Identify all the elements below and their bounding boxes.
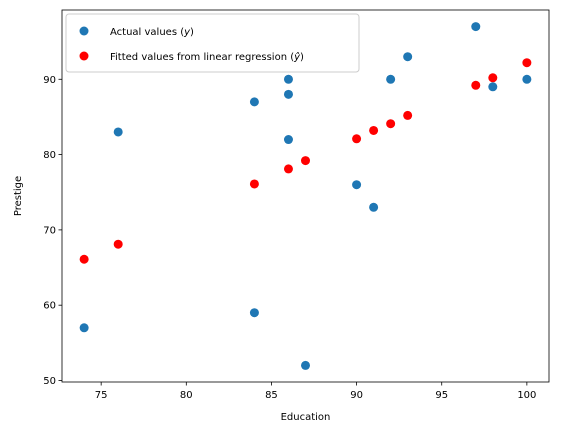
x-tick-label: 90 (350, 390, 363, 401)
actual-point (471, 22, 481, 32)
fitted-point (283, 164, 293, 174)
legend-marker-fitted (79, 51, 89, 61)
actual-point (301, 360, 310, 370)
x-axis-label: Education (281, 412, 331, 423)
data-points (79, 22, 532, 370)
y-axis: 50 60 70 80 90 (43, 75, 62, 387)
y-tick-label: 50 (43, 376, 56, 387)
legend-label-fitted-text: Fitted values from linear regression (110, 52, 287, 63)
y-axis-label: Prestige (13, 176, 24, 216)
y-tick-label: 80 (43, 150, 56, 161)
y-tick-label: 60 (43, 301, 56, 312)
y-tick-label: 70 (43, 225, 56, 236)
fitted-point (301, 156, 310, 166)
x-axis: 75 80 85 90 95 100 (95, 382, 536, 401)
x-tick-label: 85 (265, 390, 278, 401)
actual-point (249, 97, 259, 107)
fitted-point (249, 179, 259, 189)
fitted-point (386, 119, 396, 129)
actual-point (403, 52, 413, 62)
fitted-point (488, 73, 498, 83)
x-tick-label: 95 (435, 390, 448, 401)
legend-label-fitted-math: ŷ (293, 51, 301, 63)
actual-point (283, 74, 293, 84)
plot-frame (61, 9, 550, 383)
actual-point (488, 82, 498, 92)
legend-label-actual-text: Actual values (110, 27, 177, 38)
legend-label-actual-math: y (183, 27, 191, 38)
actual-point (79, 323, 89, 333)
actual-point (386, 74, 396, 84)
legend-box (65, 13, 360, 73)
fitted-point (113, 239, 123, 249)
x-tick-label: 100 (517, 390, 536, 401)
y-tick-label: 90 (43, 75, 56, 86)
actual-point (113, 127, 123, 137)
legend-label-fitted: Fitted values from linear regression (ŷ) (110, 51, 304, 63)
actual-point (352, 180, 362, 190)
actual-point (249, 308, 259, 318)
actual-point (369, 202, 379, 212)
x-tick-label: 75 (95, 390, 108, 401)
fitted-point (369, 125, 379, 135)
fitted-point (403, 110, 413, 120)
fitted-point (522, 58, 532, 68)
fitted-point (352, 134, 362, 144)
actual-point (522, 74, 532, 84)
actual-point (283, 135, 293, 145)
legend-label-actual: Actual values (y) (110, 27, 194, 38)
fitted-point (471, 80, 481, 90)
legend-marker-actual (79, 26, 89, 36)
actual-point (283, 89, 293, 99)
legend: Actual values (y) Fitted values from lin… (65, 13, 360, 73)
x-tick-label: 80 (180, 390, 193, 401)
fitted-point (79, 254, 89, 264)
